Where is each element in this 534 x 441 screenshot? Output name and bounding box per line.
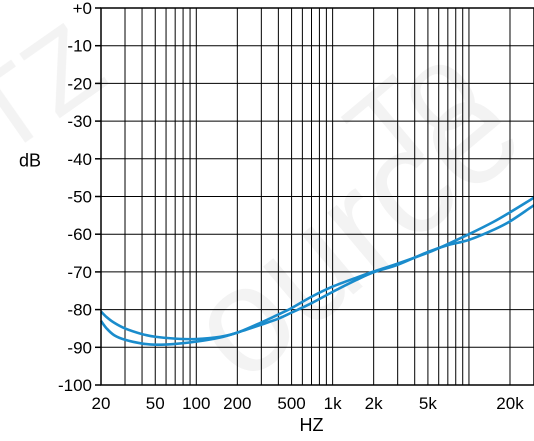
- x-tick-labels: 20 50 100 200 500 1k 2k 5k 20k: [92, 394, 525, 413]
- x-tick-label: 20k: [496, 394, 524, 413]
- y-tick-label: -100: [58, 376, 92, 395]
- x-tick-label: 20: [92, 394, 111, 413]
- x-tick-label: 1k: [324, 394, 342, 413]
- y-tick-label: -40: [67, 150, 92, 169]
- y-tick-label: -90: [67, 338, 92, 357]
- x-axis-title: HZ: [300, 415, 324, 435]
- x-tick-label: 200: [223, 394, 251, 413]
- x-tick-label: 500: [277, 394, 305, 413]
- y-tick-label: -60: [67, 225, 92, 244]
- y-tick-label: +0: [73, 0, 92, 18]
- y-tick-label: -20: [67, 74, 92, 93]
- grid: [101, 8, 534, 385]
- x-tick-label: 100: [182, 394, 210, 413]
- y-axis-title: dB: [19, 150, 41, 170]
- series-layer: [99, 196, 534, 346]
- series-line-2: [99, 204, 534, 346]
- x-tick-label: 5k: [419, 394, 437, 413]
- y-tick-label: -80: [67, 301, 92, 320]
- y-tick-labels: +0 -10 -20 -30 -40 -50 -60 -70 -80 -90 -100: [58, 0, 101, 395]
- series-line-1: [100, 196, 534, 341]
- y-tick-label: -30: [67, 112, 92, 131]
- y-tick-label: -70: [67, 263, 92, 282]
- y-tick-label: -50: [67, 188, 92, 207]
- x-tick-label: 50: [146, 394, 165, 413]
- y-tick-label: -10: [67, 37, 92, 56]
- x-tick-label: 2k: [365, 394, 383, 413]
